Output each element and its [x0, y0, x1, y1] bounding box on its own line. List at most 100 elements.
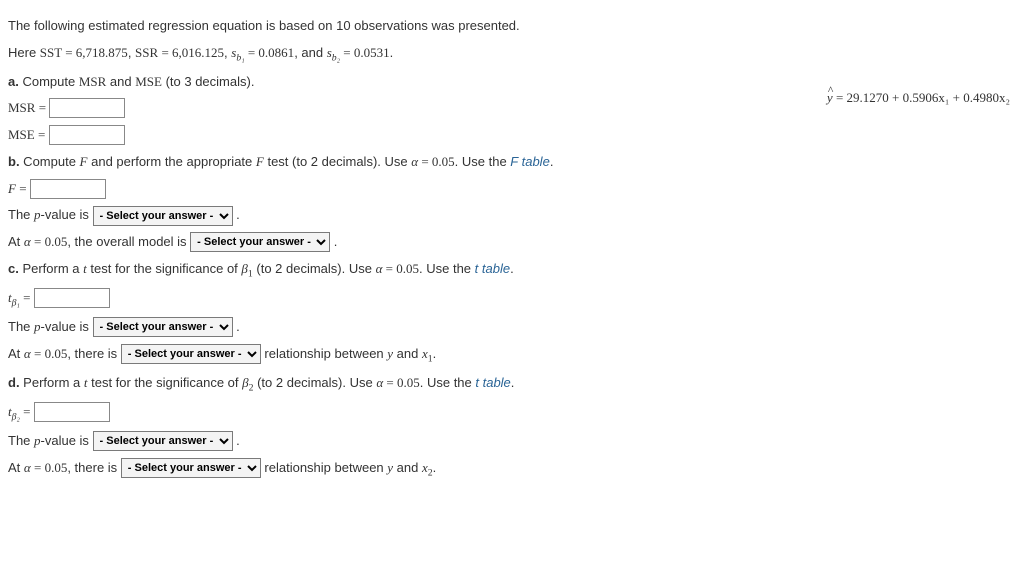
- d-t1: Perform a: [20, 375, 84, 390]
- d-t2: test for the significance of: [87, 375, 242, 390]
- b-t4: . Use the: [455, 154, 511, 169]
- y-hat: y: [827, 86, 833, 111]
- c-pvalue-row: The p-value is - Select your answer - .: [8, 315, 1020, 340]
- tb2-input[interactable]: [34, 402, 110, 422]
- d-rel-select[interactable]: - Select your answer -: [121, 458, 261, 478]
- a-tail: (to 3 decimals).: [162, 74, 254, 89]
- and: and: [106, 74, 135, 89]
- msr-eq-label: MSR: [8, 100, 35, 115]
- d-conclusion-row: At α = 0.05, there is - Select your answ…: [8, 456, 1020, 483]
- period: .: [233, 207, 240, 222]
- period: .: [233, 319, 240, 334]
- F-sym2: F: [256, 154, 264, 169]
- msr-text: MSR: [79, 74, 106, 89]
- period: .: [433, 460, 437, 475]
- mse-text: MSE: [135, 74, 162, 89]
- period: .: [390, 45, 394, 60]
- period: .: [433, 346, 437, 361]
- c-rel-select[interactable]: - Select your answer -: [121, 344, 261, 364]
- part-b-label: b.: [8, 154, 20, 169]
- b-pvalue-row: The p-value is - Select your answer - .: [8, 203, 1020, 228]
- c-pvalue-select[interactable]: - Select your answer -: [93, 317, 233, 337]
- sb2-sub: b₂: [332, 52, 340, 63]
- equals: =: [35, 100, 49, 115]
- b-t5: .: [550, 154, 554, 169]
- d-pvalue-select[interactable]: - Select your answer -: [93, 431, 233, 451]
- tb1-input[interactable]: [34, 288, 110, 308]
- f-eq-label: F: [8, 181, 16, 196]
- alpha-sym: α: [24, 346, 31, 361]
- f-row: F =: [8, 177, 1020, 202]
- msr-input[interactable]: [49, 98, 125, 118]
- c-t3: (to 2 decimals). Use: [253, 261, 376, 276]
- pval-prefix: The: [8, 433, 34, 448]
- t-table-link[interactable]: t table: [475, 261, 510, 276]
- mse-input[interactable]: [49, 125, 125, 145]
- alpha-val: = 0.05: [383, 375, 420, 390]
- sst-label: SST: [40, 45, 62, 60]
- mse-row: MSE =: [8, 123, 1020, 148]
- at-text: , there is: [67, 460, 120, 475]
- c-t4: . Use the: [419, 261, 475, 276]
- sb2-value: = 0.0531: [340, 45, 390, 60]
- alpha-val: = 0.05: [31, 346, 68, 361]
- at-prefix: At: [8, 234, 24, 249]
- d-t5: .: [511, 375, 515, 390]
- given-prefix: Here: [8, 45, 40, 60]
- b-t2: and perform the appropriate: [88, 154, 256, 169]
- ssr-label: SSR: [135, 45, 158, 60]
- t-table-link[interactable]: t table: [475, 375, 510, 390]
- sb1-sub: b₁: [236, 52, 244, 63]
- d-pvalue-row: The p-value is - Select your answer - .: [8, 429, 1020, 454]
- pval-text: -value is: [41, 433, 93, 448]
- c-t2: test for the significance of: [87, 261, 242, 276]
- alpha-sym: α: [24, 460, 31, 475]
- b-model-select[interactable]: - Select your answer -: [190, 232, 330, 252]
- equals: =: [20, 290, 34, 305]
- c-t1: Perform a: [19, 261, 83, 276]
- sst-value: = 6,718.875: [62, 45, 128, 60]
- equation-rhs: = 29.1270 + 0.5906x₁ + 0.4980x₂: [833, 90, 1010, 105]
- alpha-val: = 0.05: [382, 261, 419, 276]
- c-t5: .: [510, 261, 514, 276]
- rel-text: relationship between: [261, 460, 387, 475]
- at-prefix: At: [8, 460, 24, 475]
- period: .: [233, 433, 240, 448]
- equals: =: [16, 181, 30, 196]
- sb1-value: = 0.0861: [245, 45, 295, 60]
- period: .: [330, 234, 337, 249]
- alpha-val: = 0.05: [418, 154, 455, 169]
- pval-text: -value is: [41, 319, 93, 334]
- tb1-row: tβ₁ =: [8, 286, 1020, 313]
- b-pvalue-select[interactable]: - Select your answer -: [93, 206, 233, 226]
- part-b-prompt: b. Compute F and perform the appropriate…: [8, 150, 1020, 175]
- F-sym: F: [80, 154, 88, 169]
- and-text: , and: [294, 45, 327, 60]
- f-input[interactable]: [30, 179, 106, 199]
- alpha-val: = 0.05: [31, 234, 68, 249]
- c-conclusion-row: At α = 0.05, there is - Select your answ…: [8, 342, 1020, 369]
- d-t4: . Use the: [420, 375, 476, 390]
- at-prefix: At: [8, 346, 24, 361]
- pval-prefix: The: [8, 207, 34, 222]
- given-values: Here SST = 6,718.875, SSR = 6,016.125, s…: [8, 41, 1020, 68]
- rel-text: relationship between: [261, 346, 387, 361]
- mse-eq-label: MSE: [8, 127, 35, 142]
- t-sub: β₂: [12, 411, 20, 422]
- intro-text: The following estimated regression equat…: [8, 14, 1020, 39]
- a-text: Compute: [19, 74, 79, 89]
- pval-prefix: The: [8, 319, 34, 334]
- part-c-prompt: c. Perform a t test for the significance…: [8, 257, 1020, 284]
- part-d-label: d.: [8, 375, 20, 390]
- alpha-sym: α: [24, 234, 31, 249]
- part-c-label: c.: [8, 261, 19, 276]
- b-t1: Compute: [20, 154, 80, 169]
- f-table-link[interactable]: F table: [510, 154, 550, 169]
- part-a-label: a.: [8, 74, 19, 89]
- b-conclusion-row: At α = 0.05, the overall model is - Sele…: [8, 230, 1020, 255]
- sep: ,: [128, 45, 135, 60]
- equals: =: [20, 404, 34, 419]
- tb2-row: tβ₂ =: [8, 400, 1020, 427]
- alpha-val: = 0.05: [31, 460, 68, 475]
- and: and: [393, 460, 422, 475]
